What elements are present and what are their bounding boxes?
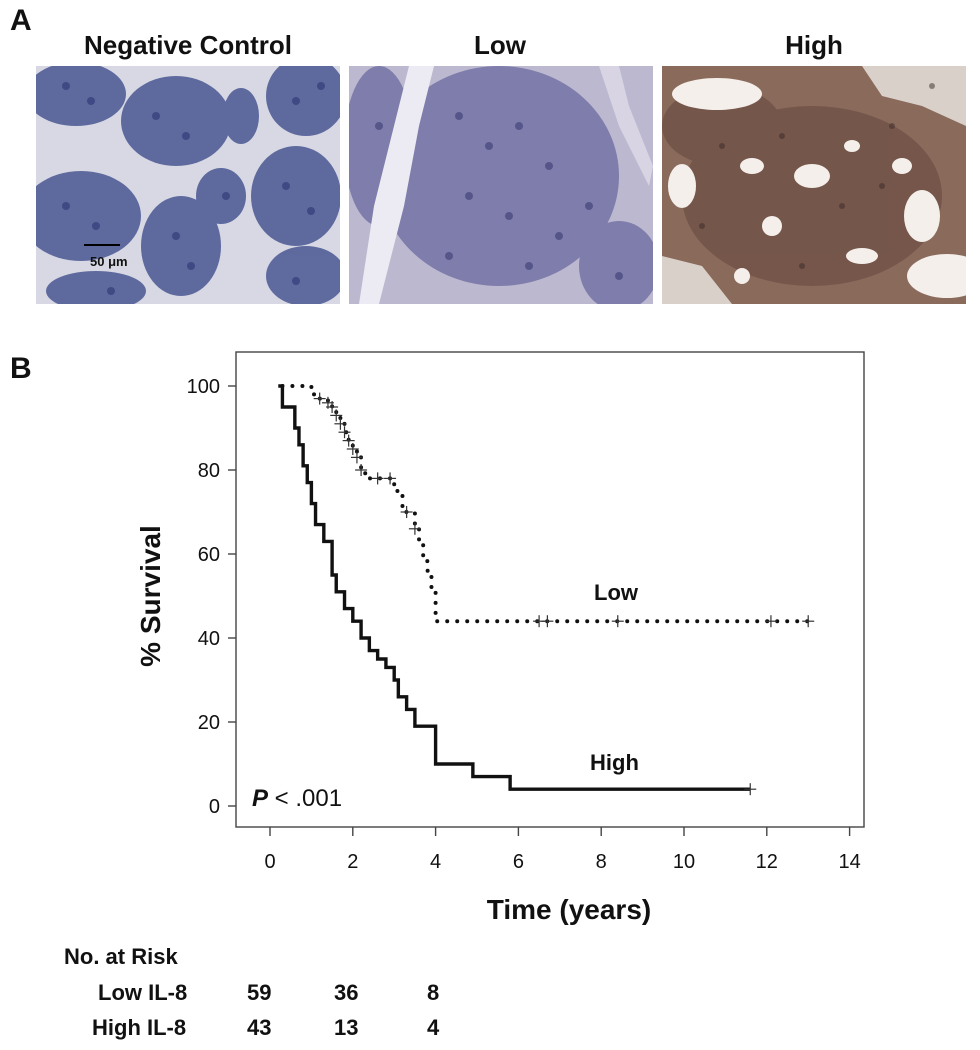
y-axis: 0 20 40 60 80 100	[187, 376, 236, 818]
survival-curve-low	[280, 384, 811, 624]
panel-b-letter: B	[10, 352, 32, 385]
curve-label-high: High	[590, 750, 639, 775]
risk-low-t4: 8	[427, 980, 440, 1005]
risk-row-label-low: Low IL-8	[98, 980, 188, 1005]
x-axis-label: Time (years)	[487, 894, 651, 925]
x-axis: 0 2 4 6 8 10 12 14	[264, 827, 861, 873]
micro-title-high: High	[785, 30, 843, 60]
y-tick-label: 0	[209, 796, 220, 818]
x-tick-label: 14	[838, 851, 860, 873]
micro-title-negative: Negative Control	[83, 30, 293, 60]
risk-high-t4: 4	[427, 1015, 440, 1040]
micrograph-low	[349, 66, 653, 304]
x-tick-label: 0	[264, 851, 275, 873]
x-tick-label: 10	[673, 851, 695, 873]
x-tick-label: 12	[756, 851, 778, 873]
curve-label-low: Low	[594, 580, 639, 605]
risk-table-header: No. at Risk	[64, 944, 178, 969]
survival-curve-high	[278, 384, 751, 791]
series-high	[278, 384, 757, 796]
risk-high-t2: 13	[334, 1015, 359, 1040]
risk-row-label-high: High IL-8	[92, 1015, 187, 1040]
x-tick-label: 8	[596, 851, 607, 873]
micrograph-high	[662, 66, 966, 304]
scale-bar-label: 50 μm	[90, 254, 128, 269]
y-tick-label: 60	[198, 544, 220, 566]
y-tick-label: 100	[187, 376, 220, 398]
panel-a-letter: A	[10, 4, 32, 37]
risk-high-t0: 43	[247, 1015, 272, 1040]
x-tick-label: 4	[430, 851, 441, 873]
p-value-text: < .001	[268, 785, 342, 812]
micro-title-low: Low	[474, 30, 526, 60]
series-low	[280, 384, 815, 628]
x-tick-label: 2	[347, 851, 358, 873]
y-axis-label: % Survival	[135, 525, 166, 667]
p-value: P < .001	[252, 785, 342, 812]
p-value-symbol: P	[252, 785, 269, 812]
risk-low-t0: 59	[247, 980, 272, 1005]
y-tick-label: 80	[198, 460, 220, 482]
risk-low-t2: 36	[334, 980, 359, 1005]
x-tick-label: 6	[513, 851, 524, 873]
micrograph-negative-control: 50 μm	[36, 66, 340, 304]
y-tick-label: 40	[198, 628, 220, 650]
y-tick-label: 20	[198, 712, 220, 734]
plot-frame	[235, 351, 865, 828]
survival-chart: 0 20 40 60 80 100 0 2 4 6 8 10 12 14 % Survival Time…	[135, 351, 865, 925]
